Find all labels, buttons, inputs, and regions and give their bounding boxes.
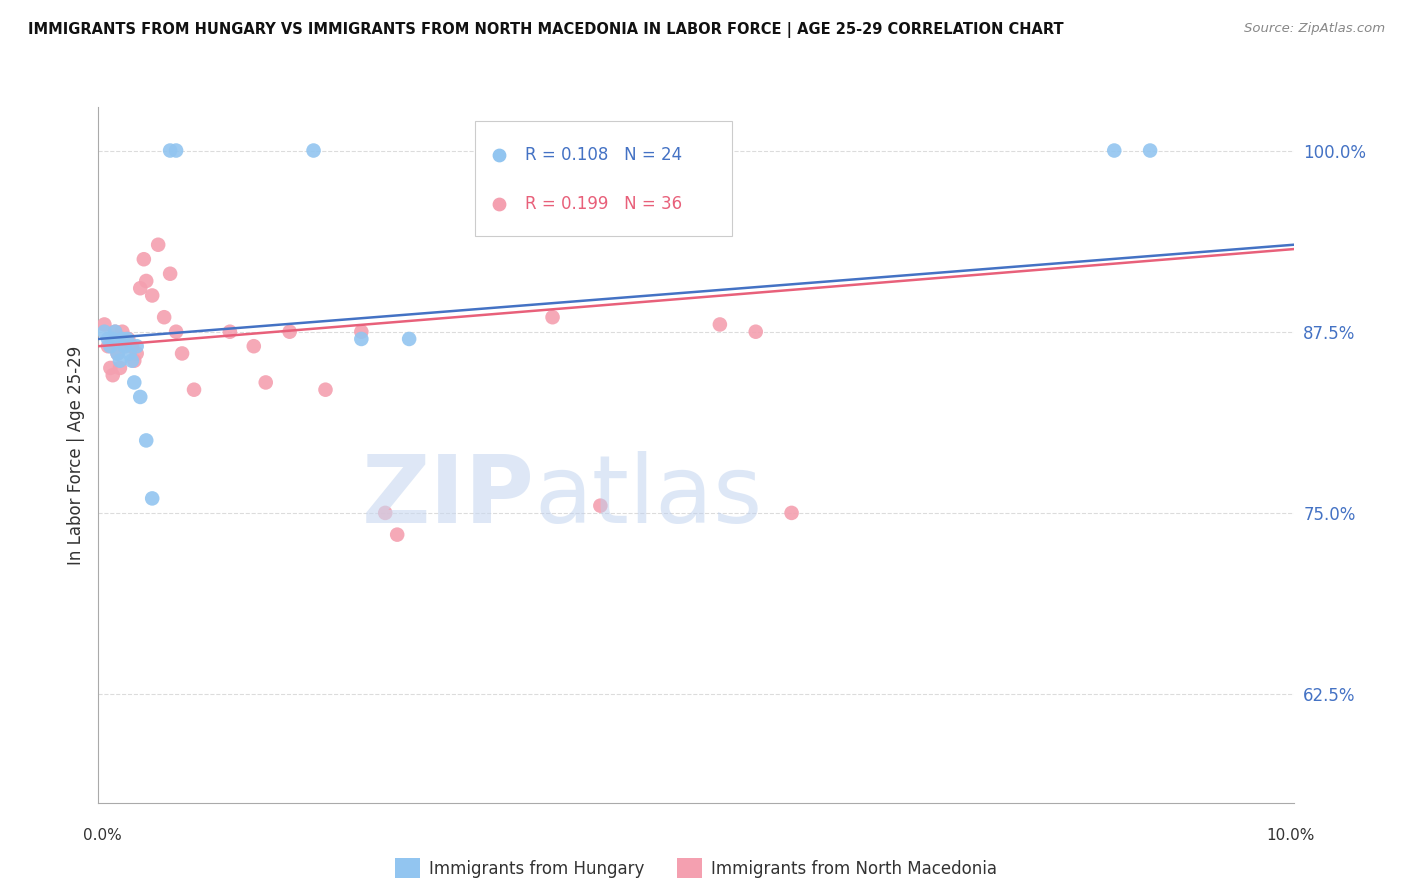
Point (541, 310, 564, 325)
Point (141, 288, 163, 302)
Point (104, 325, 127, 339)
Point (219, 325, 242, 339)
Point (124, 353, 146, 368)
Point (125, 346, 148, 360)
Text: atlas: atlas (534, 450, 763, 542)
FancyBboxPatch shape (475, 121, 733, 235)
Text: ZIP: ZIP (361, 450, 534, 542)
Point (350, 325, 373, 339)
Point (183, 383, 205, 397)
Point (254, 376, 277, 390)
Point (153, 310, 176, 325)
Point (135, 274, 157, 288)
Point (121, 353, 143, 368)
Point (159, 144, 181, 158)
Point (125, 339, 148, 353)
Point (709, 318, 731, 332)
Point (172, 346, 194, 360)
Point (93, 325, 115, 339)
Point (129, 390, 152, 404)
Point (93, 318, 115, 332)
Point (243, 339, 266, 353)
Point (118, 346, 141, 360)
Point (100, 339, 122, 353)
Point (117, 332, 139, 346)
Point (121, 339, 143, 353)
Point (314, 383, 337, 397)
Text: IMMIGRANTS FROM HUNGARY VS IMMIGRANTS FROM NORTH MACEDONIA IN LABOR FORCE | AGE : IMMIGRANTS FROM HUNGARY VS IMMIGRANTS FR… (28, 22, 1064, 38)
Text: Source: ZipAtlas.com: Source: ZipAtlas.com (1244, 22, 1385, 36)
Point (124, 376, 146, 390)
Point (1139, 144, 1161, 158)
Point (278, 325, 301, 339)
Point (159, 267, 181, 281)
Point (101, 332, 124, 346)
Point (114, 339, 136, 353)
Point (148, 237, 170, 252)
Point (104, 325, 127, 339)
Point (398, 332, 420, 346)
Point (141, 491, 163, 506)
Point (107, 346, 129, 360)
Point (302, 144, 325, 158)
Point (1102, 144, 1125, 158)
Point (100, 360, 122, 375)
Point (374, 506, 396, 520)
Point (107, 346, 129, 360)
Text: 0.0%: 0.0% (83, 829, 122, 843)
Point (111, 332, 134, 346)
Y-axis label: In Labor Force | Age 25-29: In Labor Force | Age 25-29 (66, 345, 84, 565)
Legend: Immigrants from Hungary, Immigrants from North Macedonia: Immigrants from Hungary, Immigrants from… (388, 851, 1004, 885)
Point (111, 325, 134, 339)
Point (135, 434, 157, 448)
Text: R = 0.108   N = 24: R = 0.108 N = 24 (524, 146, 682, 164)
Point (114, 339, 136, 353)
Point (132, 252, 155, 267)
Point (350, 332, 373, 346)
Point (108, 360, 131, 375)
Point (745, 325, 768, 339)
Point (108, 353, 131, 368)
Point (97, 339, 120, 353)
Text: 10.0%: 10.0% (1267, 829, 1315, 843)
Point (115, 332, 138, 346)
Point (97, 332, 120, 346)
Point (165, 325, 187, 339)
Point (780, 506, 803, 520)
Point (385, 527, 409, 541)
Point (101, 368, 124, 383)
Text: R = 0.199   N = 36: R = 0.199 N = 36 (524, 194, 682, 212)
Point (165, 144, 187, 158)
Point (589, 499, 612, 513)
Point (129, 281, 152, 295)
